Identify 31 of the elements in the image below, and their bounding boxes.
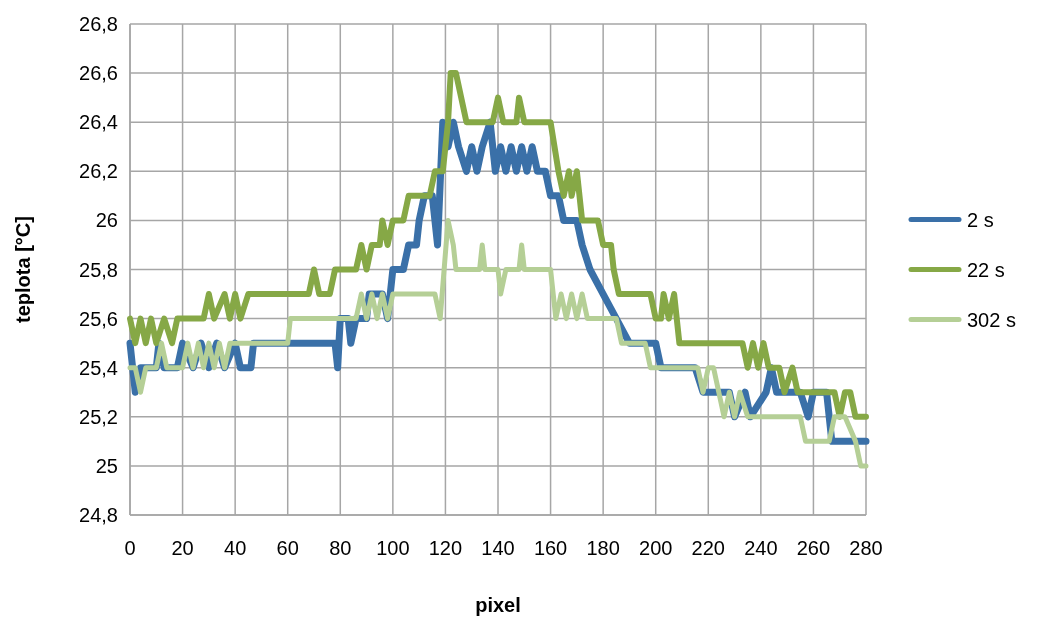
x-tick-label: 180 <box>586 537 620 559</box>
x-tick-label: 240 <box>744 537 778 559</box>
x-tick-label: 60 <box>276 537 299 559</box>
y-tick-label: 25 <box>95 454 118 477</box>
y-axis-title: teplota [°C] <box>12 216 34 323</box>
y-tick-label: 25,6 <box>79 307 118 330</box>
x-tick-label: 260 <box>796 537 831 559</box>
y-tick-label: 25,4 <box>79 356 118 379</box>
y-tick-label: 24,8 <box>79 504 118 526</box>
y-tick-label: 26,4 <box>79 111 118 134</box>
x-tick-label: 100 <box>376 537 410 559</box>
y-tick-label: 26 <box>95 209 118 232</box>
x-axis-title: pixel <box>475 594 521 616</box>
legend-label: 2 s <box>967 208 994 231</box>
x-tick-label: 140 <box>481 537 515 559</box>
legend-label: 22 s <box>967 258 1005 281</box>
legend-label: 302 s <box>967 308 1016 331</box>
y-tick-label: 26,2 <box>79 160 118 183</box>
x-tick-label: 120 <box>428 537 463 559</box>
y-tick-label: 26,6 <box>79 62 118 85</box>
x-tick-label: 40 <box>224 537 247 559</box>
x-tick-label: 0 <box>124 537 136 559</box>
y-tick-label: 25,8 <box>79 258 118 281</box>
x-tick-label: 200 <box>639 537 673 559</box>
y-tick-label: 26,8 <box>79 13 118 35</box>
x-tick-label: 280 <box>849 537 883 559</box>
x-tick-label: 80 <box>329 537 352 559</box>
x-tick-label: 20 <box>171 537 194 559</box>
y-tick-label: 25,2 <box>79 405 118 428</box>
x-tick-label: 220 <box>691 537 725 559</box>
x-tick-label: 160 <box>533 537 568 559</box>
